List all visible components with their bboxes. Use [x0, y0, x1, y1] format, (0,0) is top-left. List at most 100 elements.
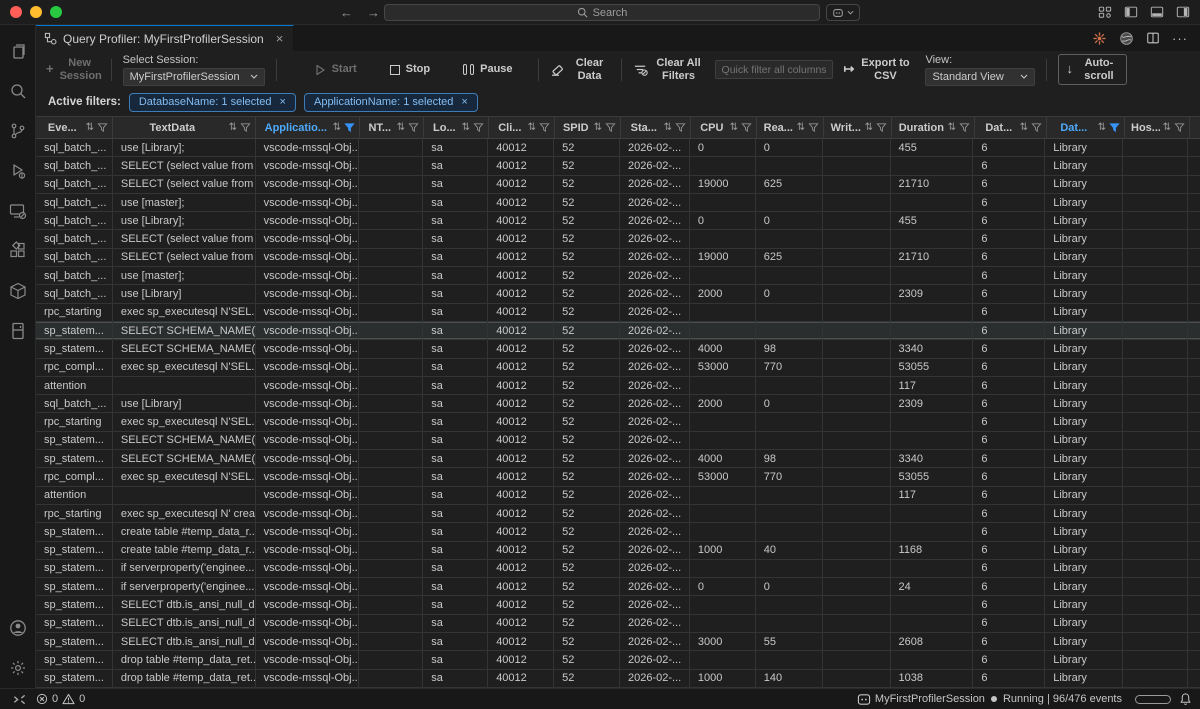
table-row[interactable]: sp_statem... SELECT SCHEMA_NAME(t... vscod… — [36, 321, 1200, 341]
table-cell[interactable]: 6 — [973, 486, 1046, 504]
table-cell[interactable] — [359, 651, 424, 669]
table-cell[interactable] — [690, 321, 756, 340]
filter-chip-applicationname[interactable]: ApplicationName: 1 selected × — [303, 92, 478, 112]
table-cell[interactable] — [756, 230, 823, 248]
table-cell[interactable]: sp_statem... — [36, 578, 113, 596]
table-cell[interactable] — [359, 321, 424, 340]
table-cell[interactable]: 2026-02-... — [620, 395, 690, 413]
table-cell[interactable]: sql_batch_... — [36, 157, 113, 175]
table-cell[interactable]: 140 — [756, 669, 823, 687]
table-cell[interactable] — [690, 559, 756, 578]
table-cell[interactable]: Library — [1045, 651, 1124, 669]
table-cell[interactable] — [690, 504, 756, 523]
table-row[interactable]: sql_batch_... SELECT (select value from .… — [36, 157, 1200, 176]
table-cell[interactable]: 3340 — [891, 450, 974, 468]
table-row[interactable]: sp_statem... create table #temp_data_r...… — [36, 523, 1200, 542]
table-cell[interactable]: attention — [36, 376, 113, 395]
table-cell[interactable] — [690, 230, 756, 248]
table-cell[interactable]: 0 — [756, 212, 823, 230]
table-cell[interactable]: 40012 — [488, 651, 555, 669]
table-cell[interactable]: 40012 — [488, 541, 555, 559]
table-cell[interactable]: 6 — [973, 559, 1046, 578]
table-cell[interactable]: 53055 — [891, 468, 974, 486]
table-row[interactable]: sql_batch_... use [Library]; vscode-mssql-… — [36, 139, 1200, 158]
table-cell[interactable] — [1123, 450, 1188, 468]
column-header[interactable]: Eve... ⇅ — [36, 117, 113, 138]
sort-icon[interactable]: ⇅ — [593, 122, 602, 133]
table-cell[interactable]: 6 — [973, 267, 1046, 285]
table-cell[interactable]: sa — [423, 395, 489, 413]
table-cell[interactable]: Library — [1045, 504, 1124, 523]
table-cell[interactable] — [359, 267, 424, 285]
table-cell[interactable]: 6 — [973, 248, 1046, 267]
table-cell[interactable]: vscode-mssql-Obj... — [256, 248, 360, 267]
table-cell[interactable]: 1000 — [690, 541, 756, 559]
table-cell[interactable]: 52 — [554, 450, 620, 468]
column-header[interactable]: TextData ⇅ — [113, 117, 256, 138]
table-cell[interactable]: sa — [423, 376, 489, 395]
table-cell[interactable]: 2026-02-... — [620, 578, 690, 596]
table-cell[interactable]: 40012 — [488, 596, 555, 614]
table-cell[interactable]: Library — [1045, 413, 1124, 431]
table-cell[interactable]: 40012 — [488, 504, 555, 523]
table-cell[interactable]: 40012 — [488, 175, 555, 193]
table-cell[interactable] — [756, 523, 823, 541]
filter-icon[interactable] — [808, 122, 819, 133]
notifications-bell-icon[interactable] — [1179, 692, 1192, 706]
table-cell[interactable]: 40012 — [488, 578, 555, 596]
table-row[interactable]: attention vscode-mssql-Obj... sa 40012 52 202… — [36, 376, 1200, 396]
filter-icon[interactable] — [876, 122, 887, 133]
table-cell[interactable]: 40012 — [488, 193, 555, 212]
table-cell[interactable] — [756, 267, 823, 285]
table-cell[interactable]: sa — [423, 285, 489, 303]
table-cell[interactable] — [823, 523, 891, 541]
table-cell[interactable] — [1123, 212, 1188, 230]
table-cell[interactable]: sa — [423, 431, 489, 450]
table-cell[interactable] — [823, 486, 891, 504]
table-cell[interactable]: sa — [423, 139, 489, 157]
table-row[interactable]: rpc_starting exec sp_executesql N' crea..… — [36, 504, 1200, 524]
table-cell[interactable]: sql_batch_... — [36, 212, 113, 230]
table-cell[interactable]: 2026-02-... — [620, 633, 690, 651]
table-cell[interactable] — [1123, 651, 1188, 669]
profiler-running-icon[interactable] — [1092, 31, 1107, 46]
table-cell[interactable] — [891, 230, 974, 248]
table-cell[interactable]: 40012 — [488, 285, 555, 303]
table-cell[interactable] — [690, 376, 756, 395]
table-cell[interactable] — [1123, 633, 1188, 651]
table-cell[interactable]: SELECT SCHEMA_NAME(t... — [113, 450, 256, 468]
table-cell[interactable] — [690, 486, 756, 504]
table-row[interactable]: sql_batch_... use [master]; vscode-mssql-O… — [36, 193, 1200, 213]
table-cell[interactable] — [359, 413, 424, 431]
table-cell[interactable]: 117 — [891, 376, 974, 395]
export-csv-button[interactable]: ↦ Export to CSV — [844, 57, 911, 82]
table-cell[interactable]: 6 — [973, 541, 1046, 559]
table-cell[interactable] — [359, 139, 424, 157]
table-cell[interactable]: drop table #temp_data_ret... — [113, 651, 256, 669]
table-cell[interactable]: use [Library] — [113, 395, 256, 413]
table-cell[interactable] — [823, 230, 891, 248]
table-cell[interactable] — [1123, 267, 1188, 285]
table-cell[interactable] — [823, 541, 891, 559]
table-cell[interactable]: 2026-02-... — [620, 431, 690, 450]
table-cell[interactable]: vscode-mssql-Obj... — [256, 193, 360, 212]
column-header[interactable]: Lo... ⇅ — [424, 117, 489, 138]
table-cell[interactable] — [823, 669, 891, 687]
table-cell[interactable]: Library — [1045, 248, 1124, 267]
table-cell[interactable]: vscode-mssql-Obj... — [256, 633, 360, 651]
table-cell[interactable]: 21710 — [891, 248, 974, 267]
table-cell[interactable]: vscode-mssql-Obj... — [256, 395, 360, 413]
table-cell[interactable]: 2026-02-... — [620, 614, 690, 633]
table-cell[interactable] — [756, 431, 823, 450]
table-cell[interactable]: 0 — [690, 139, 756, 157]
table-cell[interactable]: sa — [423, 468, 489, 486]
table-cell[interactable]: 52 — [554, 157, 620, 175]
table-row[interactable]: rpc_starting exec sp_executesql N'SEL... v… — [36, 413, 1200, 432]
table-row[interactable]: rpc_compl... exec sp_executesql N'SEL... v… — [36, 468, 1200, 487]
table-cell[interactable]: 52 — [554, 468, 620, 486]
table-cell[interactable]: 52 — [554, 139, 620, 157]
table-cell[interactable]: 2309 — [891, 285, 974, 303]
table-cell[interactable]: 52 — [554, 230, 620, 248]
table-cell[interactable]: Library — [1045, 486, 1124, 504]
table-cell[interactable]: 625 — [756, 248, 823, 267]
